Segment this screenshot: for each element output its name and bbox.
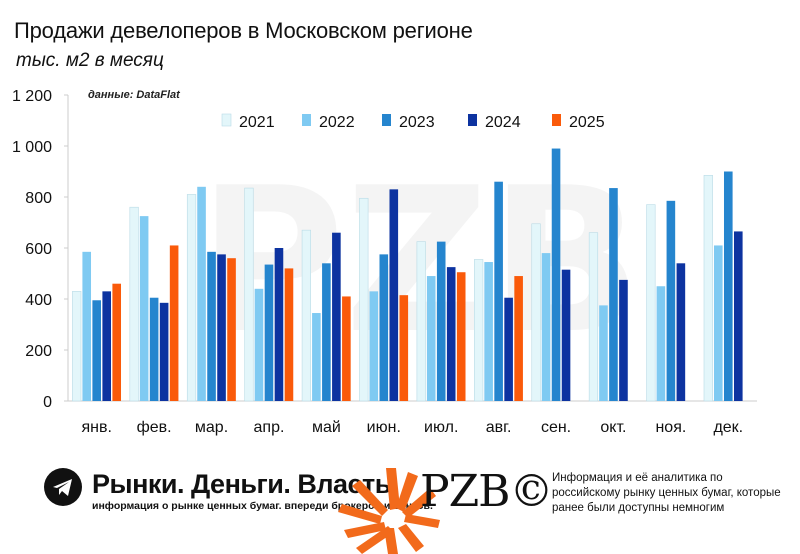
bar-2022 — [254, 288, 264, 401]
bar-2023 — [92, 300, 102, 401]
bar-2021 — [72, 291, 82, 402]
telegram-icon[interactable] — [44, 468, 82, 506]
legend-label: 2023 — [399, 114, 435, 131]
chart-title: Продажи девелоперов в Московском регионе — [14, 18, 473, 43]
bar-2024 — [733, 231, 743, 401]
legend-label: 2024 — [485, 114, 521, 131]
x-tick-label: сен. — [541, 419, 571, 436]
bar-2023 — [609, 188, 618, 401]
x-tick-label: окт. — [600, 419, 626, 436]
bar-2022 — [713, 245, 723, 401]
y-tick-label: 600 — [25, 241, 52, 258]
x-tick-label: май — [312, 419, 341, 436]
bar-2024 — [159, 302, 169, 401]
legend-swatch — [468, 114, 477, 126]
y-tick-label: 0 — [43, 394, 52, 411]
bar-2024 — [102, 291, 112, 401]
bar-2025 — [112, 283, 122, 401]
bar-2024 — [676, 263, 686, 401]
bar-2021 — [474, 259, 484, 402]
footer-description: Информация и её аналитика по российскому… — [552, 472, 781, 514]
bar-2024 — [332, 232, 341, 401]
bar-2022 — [599, 305, 608, 401]
bar-2024 — [504, 297, 513, 401]
bar-2021 — [244, 187, 254, 402]
bar-2021 — [531, 223, 541, 402]
legend-label: 2025 — [569, 114, 605, 131]
bar-2022 — [484, 262, 493, 401]
bar-2022 — [139, 216, 149, 401]
footer-brand: Рынки. Деньги. Власть. — [92, 469, 398, 499]
bar-2025 — [284, 268, 294, 401]
bar-2021 — [186, 194, 197, 402]
bar-2023 — [723, 171, 733, 401]
x-tick-label: июн. — [367, 419, 401, 436]
bar-2025 — [227, 258, 236, 401]
y-tick-label: 400 — [25, 292, 52, 309]
source-note: данные: DataFlat — [88, 89, 181, 101]
x-tick-label: янв. — [81, 419, 111, 436]
y-tick-label: 200 — [25, 343, 52, 360]
bar-2021 — [646, 204, 656, 402]
bar-2021 — [359, 197, 369, 402]
bar-2023 — [666, 200, 676, 401]
bar-2025 — [456, 272, 466, 401]
x-tick-label: ноя. — [655, 419, 686, 436]
bar-2022 — [369, 291, 379, 401]
bar-2024 — [389, 189, 399, 401]
y-tick-label: 1 000 — [12, 139, 52, 156]
bar-2021 — [416, 241, 426, 402]
legend-label: 2022 — [319, 114, 355, 131]
bar-2023 — [322, 263, 331, 401]
bar-2023 — [551, 148, 561, 401]
x-tick-label: июл. — [424, 419, 458, 436]
x-tick-label: дек. — [713, 419, 743, 436]
bar-2023 — [207, 251, 216, 401]
bar-2023 — [149, 297, 159, 401]
legend-swatch — [552, 114, 561, 126]
chart-subtitle: тыс. м2 в месяц — [16, 50, 164, 71]
bar-2022 — [656, 286, 666, 401]
bar-2021 — [129, 206, 139, 402]
bar-2022 — [82, 251, 92, 401]
legend-swatch — [221, 113, 232, 127]
x-tick-label: фев. — [137, 419, 172, 436]
bar-2024 — [561, 269, 571, 401]
bar-2023 — [264, 264, 274, 401]
bar-2023 — [494, 181, 503, 401]
y-tick-label: 800 — [25, 190, 52, 207]
bar-2024 — [619, 279, 628, 401]
x-tick-label: авг. — [486, 419, 512, 436]
bar-2022 — [197, 186, 206, 401]
bar-2025 — [514, 276, 523, 401]
brand-burst-icon — [338, 468, 440, 554]
bar-2024 — [217, 254, 226, 401]
bar-2025 — [342, 296, 351, 401]
bar-2023 — [436, 241, 446, 401]
bar-2024 — [446, 267, 456, 401]
bar-2022 — [312, 313, 321, 401]
x-tick-label: мар. — [195, 419, 228, 436]
bar-2021 — [588, 232, 599, 402]
bar-2023 — [379, 254, 389, 401]
legend-swatch — [382, 114, 391, 126]
bar-2024 — [274, 248, 284, 401]
x-tick-label: апр. — [254, 419, 285, 436]
bar-2021 — [301, 229, 311, 402]
bar-2022 — [426, 276, 436, 401]
pzb-logo: PZB© — [420, 466, 554, 517]
legend-swatch — [302, 114, 311, 126]
bar-2021 — [703, 175, 713, 402]
y-tick-label: 1 200 — [12, 88, 52, 105]
bar-2022 — [541, 253, 551, 401]
bar-2025 — [399, 295, 409, 401]
bar-2025 — [169, 245, 179, 401]
legend-label: 2021 — [239, 114, 275, 131]
